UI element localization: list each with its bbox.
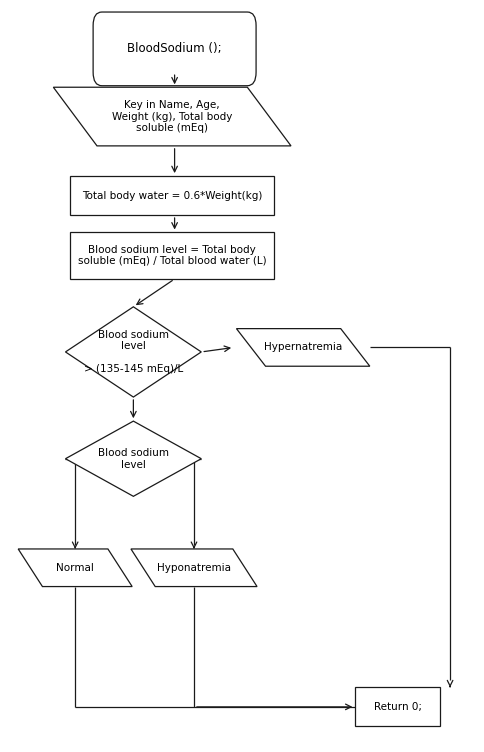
Text: Key in Name, Age,
Weight (kg), Total body
soluble (mEq): Key in Name, Age, Weight (kg), Total bod… [112, 100, 232, 133]
Text: Hyponatremia: Hyponatremia [157, 562, 230, 573]
Text: Total body water = 0.6*Weight(kg): Total body water = 0.6*Weight(kg) [82, 190, 262, 201]
FancyBboxPatch shape [93, 12, 256, 86]
Polygon shape [18, 549, 132, 587]
Text: Blood sodium
level: Blood sodium level [98, 448, 168, 469]
Polygon shape [236, 329, 369, 366]
Text: Normal: Normal [56, 562, 94, 573]
Polygon shape [65, 307, 201, 397]
Text: Hypernatremia: Hypernatremia [263, 342, 342, 353]
Text: Blood sodium
level

> (135-145 mEq)/L: Blood sodium level > (135-145 mEq)/L [84, 329, 182, 374]
Bar [70, 232, 273, 279]
Bar [70, 176, 273, 215]
Bar [354, 687, 439, 726]
Polygon shape [65, 421, 201, 496]
Polygon shape [53, 87, 290, 146]
Polygon shape [131, 549, 257, 587]
Text: Blood sodium level = Total body
soluble (mEq) / Total blood water (L): Blood sodium level = Total body soluble … [78, 245, 266, 266]
Text: BloodSodium ();: BloodSodium (); [127, 42, 222, 56]
Text: Return 0;: Return 0; [373, 702, 421, 712]
